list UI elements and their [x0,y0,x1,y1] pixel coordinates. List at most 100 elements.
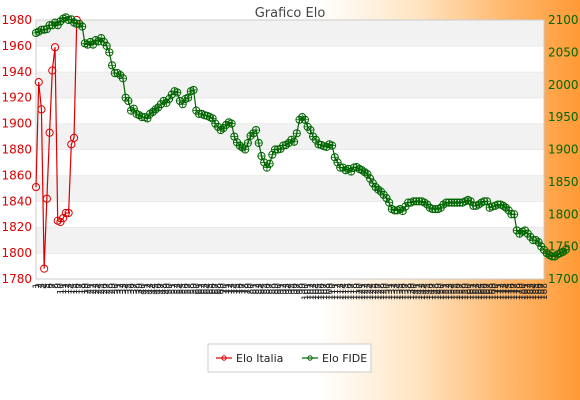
x-tick-label: 113 [336,283,346,300]
data-point [254,138,263,148]
data-point [363,170,372,179]
x-tick-label: 148 [431,283,441,300]
x-tick-label: 135 [396,283,406,300]
x-tick-label: 30 [111,283,121,295]
x-tick-label: 156 [453,283,463,300]
x-tick-label: 183 [526,283,536,300]
x-tick-label: 125 [369,283,379,300]
x-tick-label: 123 [363,283,373,300]
x-tick-label: 15 [70,283,80,294]
x-tick-label: 84 [257,283,267,295]
data-point [173,88,182,97]
x-tick-label: 163 [472,283,482,300]
x-tick-label: 124 [366,283,376,300]
x-tick-label: 74 [230,283,240,295]
plot-band [36,201,544,228]
x-tick-label: 141 [412,283,422,300]
data-point [227,119,236,128]
data-point [510,210,519,219]
series-0 [31,15,81,273]
x-tick-label: 143 [418,283,428,300]
x-tick-label: 68 [214,283,224,295]
x-tick-label: 153 [445,283,455,300]
left-tick-label: 1920 [1,91,32,105]
data-point [243,138,252,148]
data-point [124,96,133,106]
x-tick-label: 31 [113,283,123,294]
x-tick-label: 6 [46,283,56,289]
x-tick-label: 54 [176,283,186,295]
x-tick-label: 109 [325,283,335,300]
x-tick-label: 38 [133,283,143,295]
x-tick-label: 13 [65,283,75,294]
data-point [251,125,261,135]
left-tick-label: 1800 [1,246,32,260]
plot-band [36,20,544,46]
x-tick-label: 110 [328,283,338,300]
x-tick-label: 57 [184,283,194,294]
left-tick-label: 1840 [1,194,32,208]
chart-title: Grafico Elo [255,6,326,21]
x-tick-label: 8 [51,283,61,289]
x-tick-label: 50 [165,283,175,295]
data-point [40,264,49,273]
x-tick-label: 81 [249,283,259,294]
x-tick-label: 70 [219,283,229,295]
left-tick-label: 1860 [1,168,32,182]
x-tick-label: 25 [97,283,107,294]
x-tick-label: 76 [236,283,246,295]
x-tick-label: 36 [127,283,137,295]
x-tick-label: 21 [86,283,96,294]
x-tick-label: 20 [84,283,94,295]
x-tick-label: 98 [296,283,306,295]
legend-box [207,343,372,373]
x-tick-label: 165 [478,283,488,300]
x-tick-label: 85 [260,283,270,294]
x-axis: 1234567891011121314151617181920212223242… [32,283,550,300]
x-tick-label: 161 [467,283,477,300]
x-tick-label: 73 [228,283,238,294]
x-tick-label: 61 [195,283,205,294]
x-tick-label: 103 [309,283,319,300]
x-tick-label: 173 [499,283,509,300]
data-point [50,43,60,52]
data-point [189,85,198,95]
x-tick-label: 34 [122,283,132,295]
x-tick-label: 112 [334,283,344,300]
x-tick-label: 171 [494,283,504,300]
legend-item: Elo FIDE [302,352,367,365]
x-tick-label: 18 [78,283,88,295]
x-tick-label: 152 [442,283,452,300]
data-point [118,74,128,83]
data-point [107,61,117,70]
x-tick-label: 37 [130,283,140,294]
x-tick-label: 63 [200,283,210,294]
x-tick-label: 90 [274,283,284,295]
x-tick-label: 72 [225,283,235,294]
x-tick-label: 49 [162,283,172,295]
x-tick-label: 26 [100,283,110,295]
x-tick-label: 134 [393,283,403,300]
left-tick-label: 1980 [1,13,32,27]
x-tick-label: 127 [374,283,384,300]
x-tick-label: 184 [529,283,539,300]
plot-band [36,253,544,279]
x-tick-label: 169 [488,283,498,300]
x-tick-label: 106 [317,283,327,300]
x-tick-label: 91 [276,283,286,294]
data-point [561,245,570,254]
right-tick-label: 1950 [548,110,579,124]
data-point [289,137,299,146]
x-tick-label: 114 [339,283,349,300]
x-tick-label: 62 [198,283,208,294]
x-tick-label: 58 [187,283,197,295]
plot-bands [36,19,544,279]
data-point [292,129,301,138]
x-tick-label: 100 [301,283,311,300]
x-tick-label: 139 [407,283,417,300]
x-tick-label: 11 [59,283,69,294]
x-tick-label: 48 [160,283,170,295]
x-tick-label: 86 [263,283,273,295]
x-tick-label: 93 [282,283,292,294]
x-tick-label: 75 [233,283,243,294]
